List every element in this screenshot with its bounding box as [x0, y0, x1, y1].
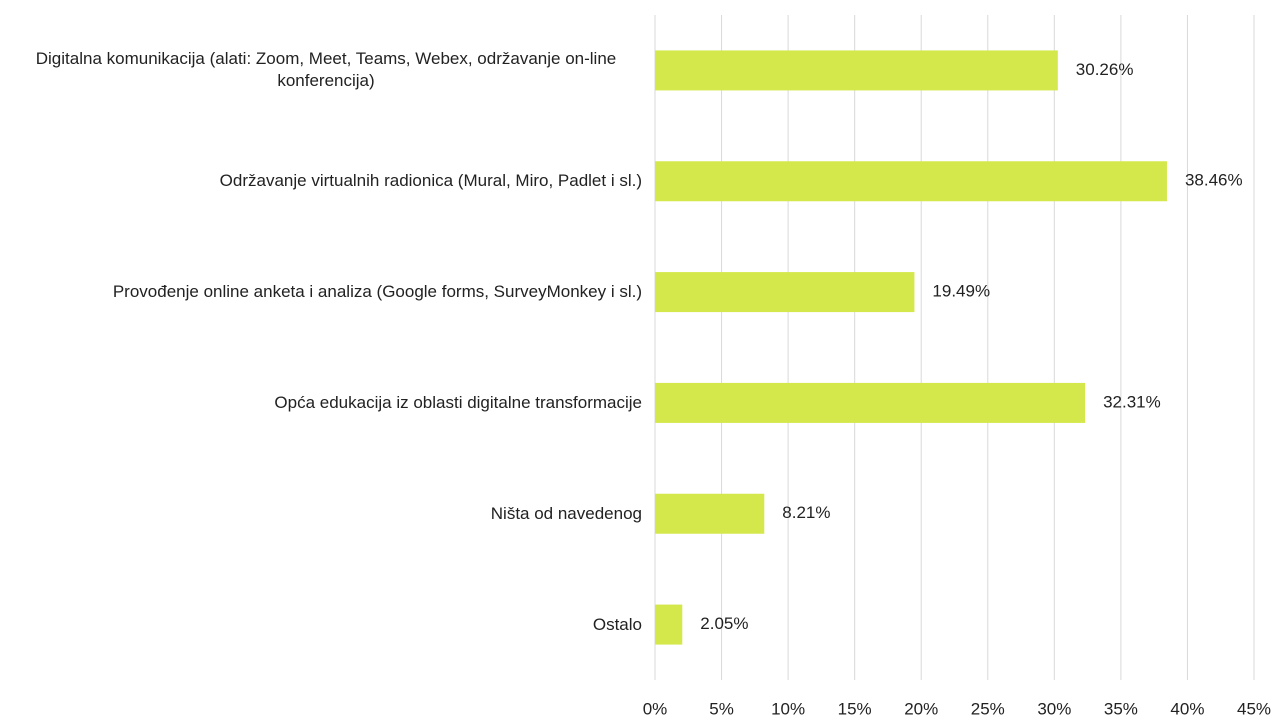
data-label: 19.49% [932, 282, 990, 301]
x-tick-label: 40% [1170, 699, 1204, 718]
y-tick-label: Ostalo [592, 614, 642, 634]
bar [655, 493, 765, 534]
category-label-box: Digitalna komunikacija (alati: Zoom, Mee… [0, 48, 642, 92]
y-tick-label: Digitalna komunikacija (alati: Zoom, Mee… [35, 49, 617, 91]
bar [655, 272, 915, 313]
x-tick-label: 45% [1237, 699, 1271, 718]
category-label-box: Opća edukacija iz oblasti digitalne tran… [0, 392, 642, 414]
category-label-box: Održavanje virtualnih radionica (Mural, … [0, 170, 642, 192]
category-label-box: Ostalo [0, 614, 642, 636]
x-tick-label: 35% [1104, 699, 1138, 718]
x-tick-label: 0% [643, 699, 668, 718]
y-tick-label: Opća edukacija iz oblasti digitalne tran… [274, 392, 642, 412]
y-tick-label: Ništa od navedenog [490, 503, 642, 523]
data-label: 2.05% [700, 614, 748, 633]
bar [655, 604, 683, 645]
x-tick-label: 30% [1037, 699, 1071, 718]
bar [655, 161, 1167, 202]
y-tick-label: Provođenje online anketa i analiza (Goog… [112, 282, 642, 302]
x-tick-label: 20% [904, 699, 938, 718]
category-label-box: Ništa od navedenog [0, 503, 642, 525]
bar [655, 50, 1058, 91]
x-tick-label: 25% [971, 699, 1005, 718]
y-tick-label: Održavanje virtualnih radionica (Mural, … [219, 171, 642, 191]
data-label: 30.26% [1076, 60, 1134, 79]
x-tick-label: 5% [709, 699, 734, 718]
data-label: 38.46% [1185, 171, 1243, 190]
x-tick-label: 15% [838, 699, 872, 718]
data-label: 8.21% [782, 503, 830, 522]
x-tick-label: 10% [771, 699, 805, 718]
bar [655, 382, 1086, 423]
data-label: 32.31% [1103, 392, 1161, 411]
category-label-box: Provođenje online anketa i analiza (Goog… [0, 281, 642, 303]
